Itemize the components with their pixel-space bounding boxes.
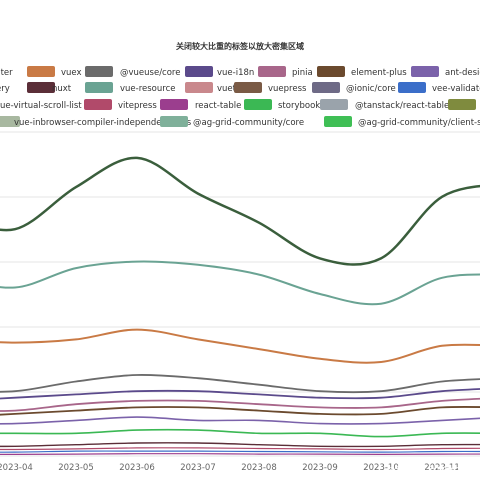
- legend-swatch: [320, 99, 348, 110]
- series-line-nuxt[interactable]: [0, 442, 480, 448]
- legend-label: @ag-grid-community/client-sid: [358, 118, 480, 128]
- legend-label: vuetify: [217, 84, 246, 94]
- legend-swatch: [84, 99, 112, 110]
- legend-swatch: [324, 116, 352, 127]
- legend-item-vue-router[interactable]: outer: [0, 66, 13, 78]
- legend-item-vue-virtual-scroll-list[interactable]: vue-virtual-scroll-list: [0, 99, 82, 111]
- x-tick-label: 2023-09: [302, 463, 338, 473]
- legend-item-element-plus[interactable]: element-plus: [317, 66, 407, 78]
- grid-layer: [0, 131, 480, 457]
- legend-item-pinia[interactable]: pinia: [258, 66, 313, 78]
- legend-item-olive[interactable]: [448, 99, 476, 110]
- legend-label: vuex: [61, 68, 82, 78]
- legend-item-vue-resource[interactable]: vue-resource: [85, 82, 175, 94]
- legend-item-vitepress[interactable]: vitepress: [84, 99, 157, 111]
- legend-item-storybook[interactable]: storybook: [244, 99, 320, 111]
- series-line-storybook[interactable]: [0, 428, 480, 438]
- x-tick-label: 2023-11: [424, 463, 460, 473]
- legend-swatch: [160, 99, 188, 110]
- legend-item-vue-lazy-query[interactable]: ery: [0, 82, 10, 94]
- legend-swatch: [185, 66, 213, 77]
- x-axis: 2023-04 2023-05 2023-06 2023-07 2023-08 2023-…: [0, 463, 460, 473]
- x-tick-label: 2023-10: [363, 463, 399, 473]
- legend-swatch: [27, 82, 55, 93]
- legend-swatch: [0, 116, 20, 127]
- legend-label: @ag-grid-community/core: [193, 118, 304, 128]
- series-line-vueuse-core[interactable]: [0, 374, 480, 394]
- series-line-element-plus[interactable]: [0, 406, 480, 417]
- legend-label: vee-validate: [432, 84, 480, 94]
- legend-item-ionic-core[interactable]: @ionic/core: [312, 82, 396, 94]
- x-tick-label: 2023-06: [119, 463, 155, 473]
- legend-swatch: [411, 66, 439, 77]
- series-line-vue-resource[interactable]: [0, 260, 480, 306]
- series-line-ant-design-vue[interactable]: [0, 416, 480, 425]
- series-line-vitepress[interactable]: [0, 447, 480, 451]
- legend-item-vee-validate[interactable]: vee-validate: [398, 82, 480, 94]
- legend-label: vue-i18n: [217, 68, 254, 78]
- legend-label: vue-virtual-scroll-list: [0, 101, 82, 111]
- legend-swatch: [85, 82, 113, 93]
- legend-label: @tanstack/react-table: [355, 101, 449, 111]
- legend-label: element-plus: [351, 68, 407, 78]
- legend-label: pinia: [292, 68, 313, 78]
- legend-swatch: [234, 82, 262, 93]
- legend-swatch: [85, 66, 113, 77]
- x-tick-label: 2023-08: [241, 463, 277, 473]
- legend-label: react-table: [195, 101, 241, 111]
- legend-label: ant-design: [445, 68, 480, 78]
- x-tick-label: 2023-04: [0, 463, 33, 473]
- legend-item-vue-i18n[interactable]: vue-i18n: [185, 66, 254, 78]
- series-line-vue-i18n[interactable]: [0, 388, 480, 401]
- legend-swatch: [312, 82, 340, 93]
- legend-label: vue-inbrowser-compiler-independent-utils: [14, 118, 192, 128]
- legend-item-vuex[interactable]: vuex: [27, 66, 82, 78]
- series-line-vee-validate[interactable]: [0, 450, 480, 453]
- legend-label: outer: [0, 68, 13, 78]
- legend-swatch: [398, 82, 426, 93]
- legend-swatch: [244, 99, 272, 110]
- legend-label: @ionic/core: [346, 84, 396, 94]
- legend-label: storybook: [278, 101, 320, 111]
- legend-item-vuepress[interactable]: vuepress: [234, 82, 307, 94]
- series-line-pinia[interactable]: [0, 397, 480, 412]
- legend-item-ant-design-vue[interactable]: ant-design: [411, 66, 480, 78]
- watermark-text: @稀土掘金技术社区: [386, 464, 476, 477]
- x-tick-label: 2023-05: [58, 463, 94, 473]
- legend-label: vitepress: [118, 101, 157, 111]
- chart-title: 关闭较大比重的标签以放大密集区域: [176, 41, 304, 51]
- series-line-vue-router[interactable]: [0, 156, 480, 266]
- legend-item-ag-grid-community-core[interactable]: @ag-grid-community/core: [160, 116, 304, 128]
- legend-swatch: [448, 99, 476, 110]
- legend-swatch: [160, 116, 188, 127]
- legend-item-tanstack-react-table[interactable]: @tanstack/react-table: [320, 99, 449, 111]
- legend-label: ery: [0, 84, 10, 94]
- series-line-react-table[interactable]: [0, 453, 480, 456]
- legend-swatch: [317, 66, 345, 77]
- legend-item-nuxt[interactable]: nuxt: [27, 82, 72, 94]
- legend-swatch: [27, 66, 55, 77]
- legend-item-vuetify[interactable]: vuetify: [185, 82, 246, 94]
- legend-swatch: [258, 66, 286, 77]
- legend-label: nuxt: [52, 84, 72, 94]
- legend-item-react-table[interactable]: react-table: [160, 99, 241, 111]
- legend-label: vue-resource: [120, 84, 175, 94]
- watermark: @稀土掘金技术社区: [386, 464, 476, 477]
- x-tick-label: 2023-07: [180, 463, 216, 473]
- series-layer: [0, 156, 480, 456]
- legend-item-vue-inbrowser-compiler-independent-utils[interactable]: vue-inbrowser-compiler-independent-utils: [0, 116, 192, 128]
- legend-item-vueuse-core[interactable]: @vueuse/core: [85, 66, 180, 78]
- legend-swatch: [185, 82, 213, 93]
- legend-label: vuepress: [268, 84, 307, 94]
- legend-item-ag-grid-community-client-side[interactable]: @ag-grid-community/client-sid: [324, 116, 480, 128]
- series-line-vuex[interactable]: [0, 328, 480, 364]
- legend-label: @vueuse/core: [120, 68, 180, 78]
- legend: outer vuex @vueuse/core vue-i18n pinia elemen…: [0, 66, 480, 128]
